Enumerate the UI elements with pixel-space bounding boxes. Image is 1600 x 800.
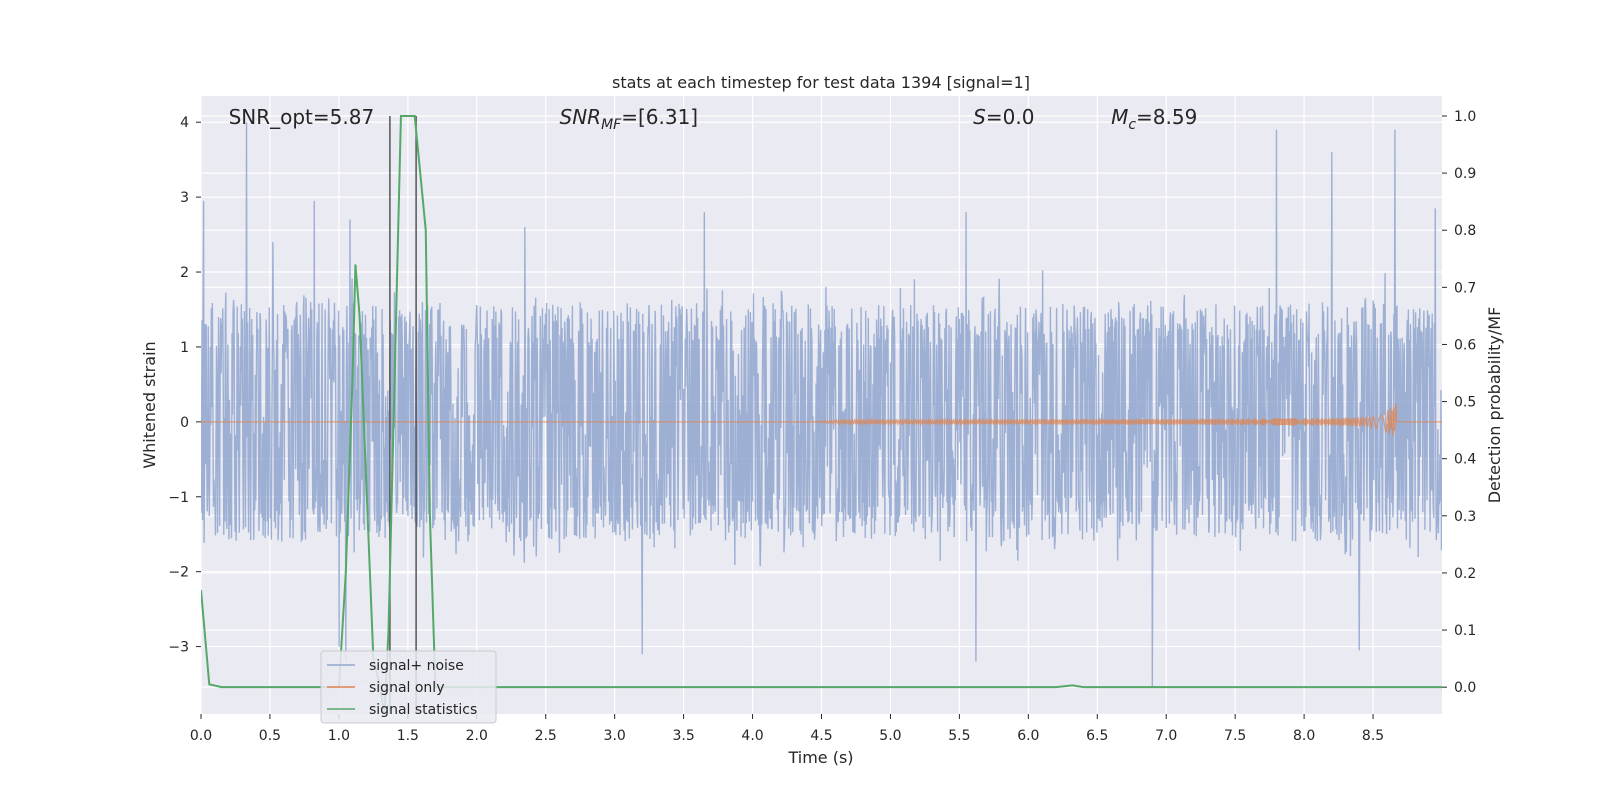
x-tick-label: 3.5 <box>672 728 694 744</box>
y2-axis-label: Detection probability/MF <box>1485 307 1504 504</box>
y-tick-label: 1 <box>180 340 189 356</box>
y2-axis-ticks: 0.0 0.1 0.2 0.3 0.4 0.5 0.6 0.7 0.8 0.9 1.0 <box>1442 109 1476 696</box>
series-signal-noise <box>201 122 1442 688</box>
legend-box <box>320 650 497 724</box>
legend-label: signal statistics <box>369 702 477 718</box>
y2-tick-label: 0.3 <box>1454 509 1476 525</box>
annotations: SNR_opt=5.87 SNRMF=[6.31] S=0.0 Mc=8.59 <box>229 105 1198 133</box>
x-tick-label: 5.5 <box>948 728 970 744</box>
x-tick-label: 1.5 <box>397 728 419 744</box>
x-tick-label: 2.0 <box>466 728 488 744</box>
x-axis-label: Time (s) <box>787 748 853 767</box>
annotation-rest: =0.0 <box>986 105 1035 129</box>
chart-title: stats at each timestep for test data 139… <box>612 73 1030 92</box>
annotation: SNRMF=[6.31] <box>560 105 699 133</box>
x-tick-label: 7.5 <box>1224 728 1246 744</box>
x-tick-label: 7.0 <box>1155 728 1177 744</box>
annotation-rest: =[6.31] <box>621 105 698 129</box>
annotation-main: S <box>973 105 986 129</box>
annotation-main: M <box>1111 105 1128 129</box>
annotation-sub: c <box>1128 117 1136 133</box>
y2-tick-label: 0.0 <box>1454 680 1476 696</box>
y-tick-label: 0 <box>180 415 189 431</box>
annotation-rest: =8.59 <box>1136 105 1197 129</box>
y2-tick-label: 0.6 <box>1454 337 1476 353</box>
y-tick-label: −3 <box>168 640 189 656</box>
legend-label: signal+ noise <box>369 658 464 674</box>
y2-tick-label: 0.4 <box>1454 452 1476 468</box>
y2-tick-label: 0.1 <box>1454 623 1476 639</box>
x-tick-label: 8.0 <box>1293 728 1315 744</box>
x-tick-label: 0.5 <box>259 728 281 744</box>
annotation-main: SNR_opt=5.87 <box>229 105 375 129</box>
y-tick-label: −2 <box>168 565 189 581</box>
y-tick-label: −1 <box>168 490 189 506</box>
y2-tick-label: 0.9 <box>1454 166 1476 182</box>
y2-tick-label: 0.5 <box>1454 395 1476 411</box>
x-tick-label: 1.0 <box>328 728 350 744</box>
y2-tick-label: 1.0 <box>1454 109 1476 125</box>
x-tick-label: 0.0 <box>190 728 212 744</box>
y-axis-label: Whitened strain <box>140 341 159 468</box>
x-tick-label: 4.5 <box>810 728 832 744</box>
x-tick-label: 5.0 <box>879 728 901 744</box>
y-tick-label: 3 <box>180 190 189 206</box>
series-signal-only <box>201 403 1442 437</box>
plot-area <box>201 114 1442 714</box>
x-tick-label: 3.0 <box>604 728 626 744</box>
legend: signal+ noise signal only signal statistic… <box>320 650 497 724</box>
annotation-main: SNR <box>560 105 602 129</box>
x-tick-label: 6.5 <box>1086 728 1108 744</box>
x-tick-label: 2.5 <box>535 728 557 744</box>
x-tick-label: 8.5 <box>1362 728 1384 744</box>
annotation-sub: MF <box>601 117 622 133</box>
y2-tick-label: 0.7 <box>1454 280 1476 296</box>
x-axis-ticks: 0.0 0.5 1.0 1.5 2.0 2.5 3.0 3.5 4.0 4.5 5.0 5.5 6.0 6… <box>190 714 1384 744</box>
legend-label: signal only <box>369 680 444 696</box>
annotation: Mc=8.59 <box>1111 105 1197 133</box>
x-tick-label: 4.0 <box>741 728 763 744</box>
y2-tick-label: 0.2 <box>1454 566 1476 582</box>
y-tick-label: 2 <box>180 265 189 281</box>
x-tick-label: 6.0 <box>1017 728 1039 744</box>
annotation: S=0.0 <box>973 105 1034 129</box>
y-axis-ticks: −3 −2 −1 0 1 2 3 4 <box>168 115 201 656</box>
y2-tick-label: 0.8 <box>1454 223 1476 239</box>
y-tick-label: 4 <box>180 115 189 131</box>
annotation: SNR_opt=5.87 <box>229 105 375 129</box>
